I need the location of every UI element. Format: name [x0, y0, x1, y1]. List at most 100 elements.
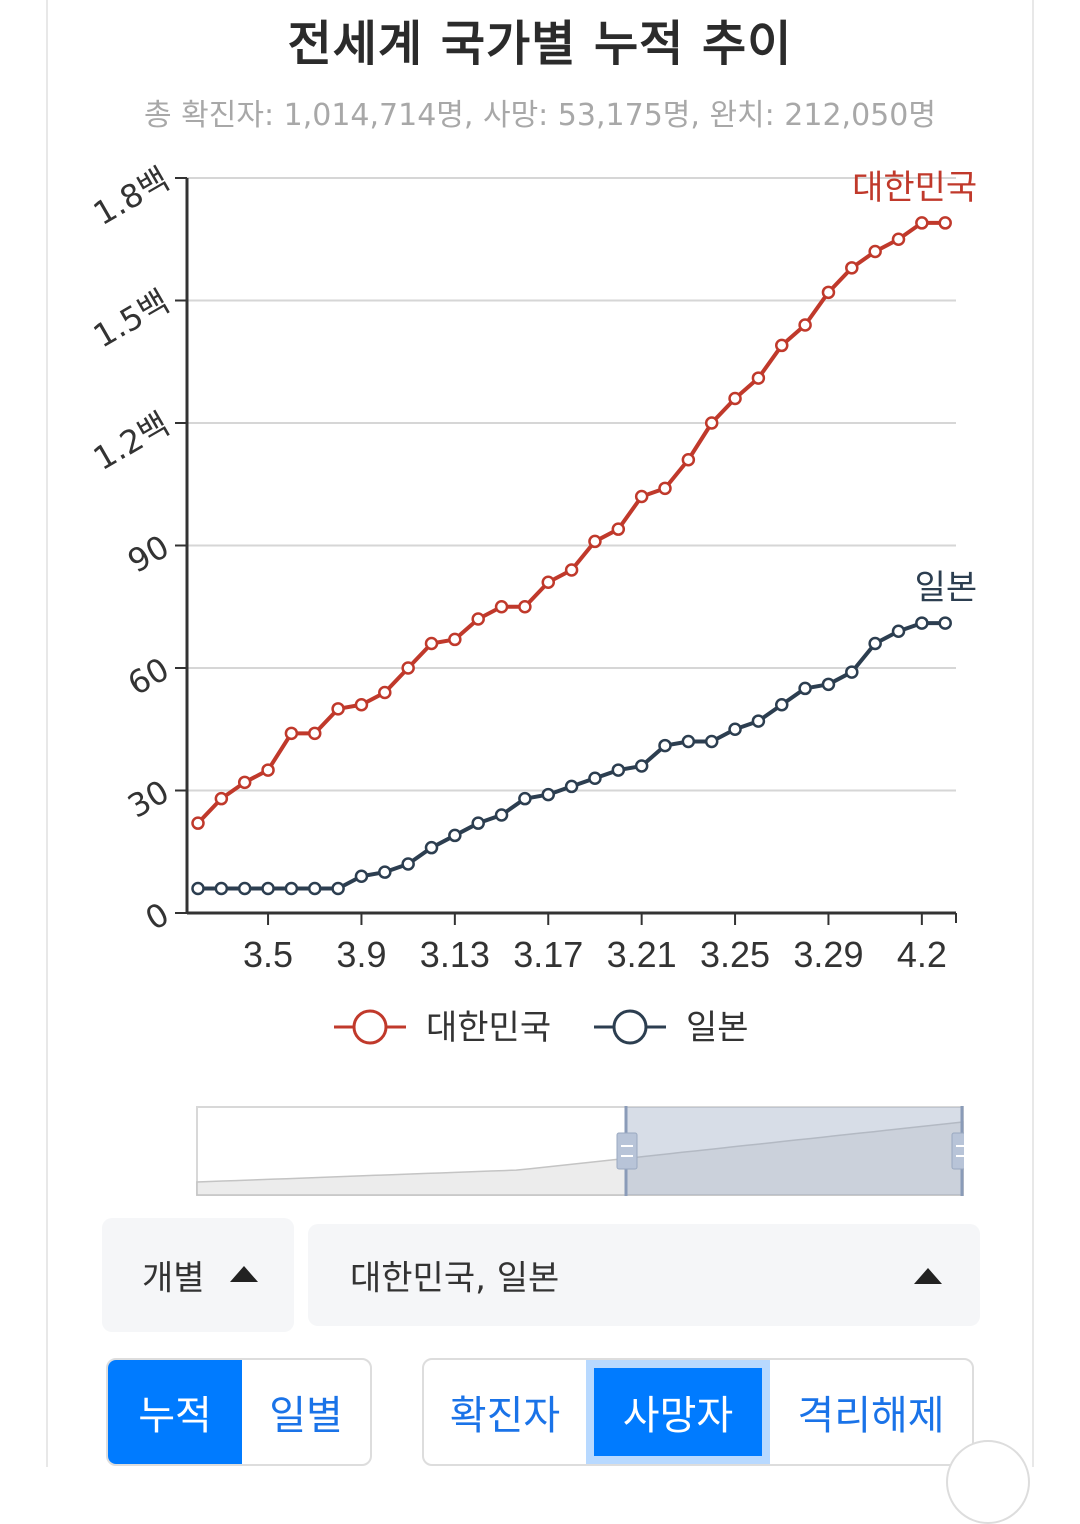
data-point	[401, 661, 415, 675]
data-point	[775, 338, 789, 353]
mode-dropdown[interactable]: 개별	[102, 1218, 294, 1332]
caret-up-icon	[230, 1266, 258, 1282]
data-point	[541, 575, 555, 589]
country-dropdown-label: 대한민국, 일본	[350, 1258, 560, 1299]
data-point	[541, 787, 555, 802]
data-point	[868, 636, 882, 651]
data-point	[448, 828, 462, 843]
data-point	[821, 677, 836, 692]
y-tick-label: 1.2백	[87, 405, 176, 478]
data-point	[471, 612, 485, 626]
data-point	[681, 734, 696, 749]
data-point	[588, 771, 602, 785]
data-point	[354, 698, 369, 712]
caret-up-icon	[914, 1268, 942, 1284]
data-point	[494, 808, 509, 822]
legend-marker	[352, 1009, 388, 1045]
x-tick-label: 3.17	[513, 934, 583, 975]
data-point	[378, 685, 392, 700]
y-tick-label: 0	[139, 895, 176, 938]
data-point	[331, 702, 345, 716]
data-point	[845, 261, 859, 275]
data-point	[378, 865, 392, 879]
data-point	[658, 738, 672, 753]
scroll-top-button[interactable]	[946, 1440, 1030, 1524]
data-point	[191, 881, 205, 896]
x-tick-label: 3.5	[243, 934, 293, 975]
y-tick-label: 30	[121, 772, 175, 825]
data-point	[681, 453, 696, 467]
data-point	[611, 522, 626, 536]
y-tick-label: 60	[121, 650, 175, 703]
x-tick-label: 3.13	[420, 934, 490, 975]
range-handle-right[interactable]	[951, 1132, 973, 1170]
data-point	[938, 616, 952, 630]
data-point	[891, 624, 906, 638]
y-tick-label: 1.8백	[87, 160, 176, 233]
data-point	[237, 775, 252, 790]
data-point	[308, 726, 322, 741]
range-handle-left[interactable]	[616, 1132, 638, 1170]
data-point	[634, 489, 649, 504]
series-end-label: 대한민국	[852, 168, 977, 208]
data-point	[915, 616, 929, 630]
data-point	[564, 563, 579, 577]
chart-subtitle: 총 확진자: 1,014,714명, 사망: 53,175명, 완치: 212,…	[144, 98, 936, 133]
data-point	[845, 665, 859, 679]
data-point	[751, 714, 766, 728]
confirmed-button[interactable]: 확진자	[449, 1393, 561, 1439]
data-point	[494, 600, 509, 614]
x-tick-label: 3.21	[607, 934, 677, 975]
data-point	[518, 791, 532, 806]
data-point	[704, 734, 719, 749]
data-point	[401, 857, 415, 871]
data-point	[261, 881, 275, 896]
data-point	[868, 244, 882, 259]
series-line	[198, 621, 946, 891]
recovered-button[interactable]: 격리해제	[797, 1393, 945, 1439]
x-tick-label: 4.2	[897, 934, 947, 975]
data-point	[611, 763, 626, 777]
line-chart: 0 30 60 90 1.2백 1.5백 1.8백 3.5 3.9 3.13 3.17 3.21 3.2…	[87, 160, 977, 1048]
cumulative-button[interactable]: 누적	[108, 1360, 242, 1464]
data-point	[424, 840, 439, 855]
data-point	[891, 232, 906, 246]
data-point	[728, 722, 742, 736]
period-toggle: 누적 일별	[106, 1358, 372, 1466]
deaths-button[interactable]: 사망자	[586, 1360, 770, 1464]
data-point	[588, 534, 602, 549]
data-point	[191, 816, 205, 830]
legend-label: 대한민국	[426, 1008, 551, 1048]
data-point	[915, 216, 929, 230]
data-point	[214, 881, 229, 896]
x-tick-label: 3.29	[793, 934, 863, 975]
data-point	[751, 371, 766, 385]
legend: 대한민국 일본	[334, 1008, 749, 1048]
legend-marker	[612, 1009, 648, 1045]
range-selection[interactable]	[626, 1107, 962, 1195]
range-preview-area	[196, 1121, 964, 1196]
y-tick-label: 90	[121, 527, 175, 580]
data-point	[821, 285, 836, 300]
data-point	[354, 869, 369, 883]
data-point	[938, 216, 952, 230]
card-left-border	[46, 0, 48, 1467]
data-point	[471, 816, 485, 830]
data-point	[728, 391, 742, 406]
data-point	[798, 681, 812, 696]
legend-label: 일본	[686, 1008, 749, 1048]
data-point	[564, 779, 579, 794]
data-point	[261, 763, 275, 777]
daily-button[interactable]: 일별	[269, 1393, 343, 1439]
x-tick-label: 3.9	[336, 934, 386, 975]
data-point	[424, 636, 439, 651]
mode-dropdown-label: 개별	[142, 1258, 205, 1299]
country-dropdown[interactable]: 대한민국, 일본	[308, 1224, 980, 1326]
range-selector[interactable]	[196, 1106, 973, 1196]
metric-toggle: 확진자 사망자 격리해제	[422, 1358, 974, 1466]
data-point	[448, 632, 462, 647]
axes: 0 30 60 90 1.2백 1.5백 1.8백 3.5 3.9 3.13 3.17 3.21 3.2…	[87, 160, 957, 975]
data-point	[658, 481, 672, 496]
data-point	[798, 318, 812, 332]
